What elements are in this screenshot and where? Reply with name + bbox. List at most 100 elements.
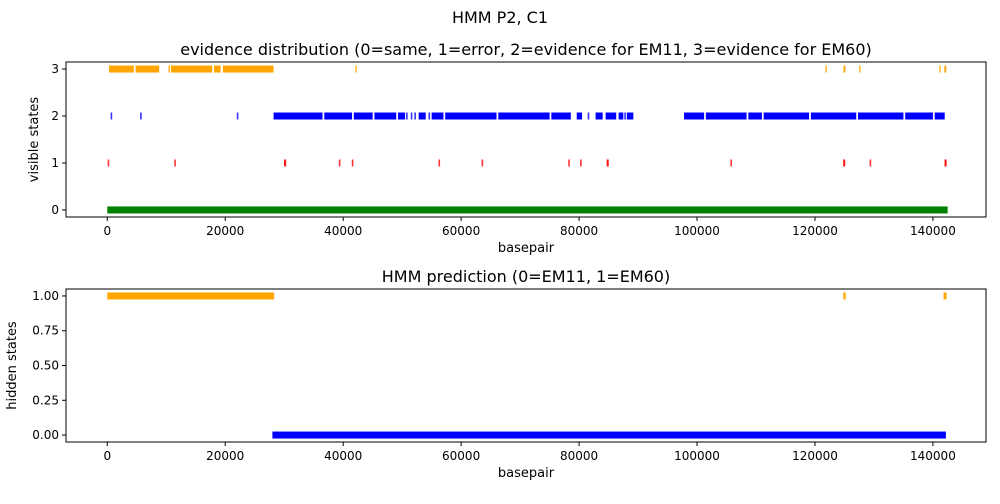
evidence-ytick-label: 0 [51, 203, 59, 217]
evidence-xtick-label: 140000 [910, 224, 956, 238]
evidence-state2-run [748, 112, 762, 120]
evidence-marks [107, 65, 948, 214]
prediction-xtick-label: 20000 [206, 449, 244, 463]
evidence-state3-point [137, 65, 139, 73]
evidence-ytick-label: 2 [51, 109, 59, 123]
evidence-state2-run [705, 112, 747, 120]
evidence-state2-run [398, 112, 406, 120]
prediction-marks [107, 292, 947, 439]
evidence-state2-run [763, 112, 810, 120]
evidence-state1-point [174, 159, 176, 167]
evidence-ylabel: visible states [27, 97, 42, 183]
evidence-state1-point [580, 159, 582, 167]
evidence-state1-point [945, 159, 947, 167]
evidence-state3-point [203, 65, 206, 73]
evidence-state3-run [109, 65, 134, 73]
prediction-state0-run [272, 431, 946, 439]
evidence-state2-point [708, 112, 710, 120]
evidence-state2-point [793, 112, 796, 120]
evidence-panel: 0 20000 40000 60000 80000 100000 120000 140000 0… [27, 40, 987, 256]
prediction-xtick-label: 140000 [910, 449, 956, 463]
evidence-xtick-label: 80000 [560, 224, 598, 238]
evidence-state1-point [338, 159, 341, 167]
evidence-state2-point [758, 112, 760, 120]
evidence-state2-run [618, 112, 624, 120]
evidence-state3-point [143, 65, 146, 73]
evidence-state2-point [110, 112, 113, 120]
evidence-state3-point [168, 65, 171, 73]
evidence-state2-point [428, 112, 431, 120]
prediction-title: HMM prediction (0=EM11, 1=EM60) [382, 267, 670, 286]
evidence-xtick-label: 100000 [674, 224, 720, 238]
evidence-state0-run [107, 206, 948, 214]
prediction-state1-run [843, 292, 846, 300]
prediction-ytick-label: 1.00 [32, 289, 59, 303]
evidence-state1-point [843, 159, 846, 167]
prediction-ylabel: hidden states [5, 321, 20, 410]
evidence-state1-point [438, 159, 441, 167]
evidence-state2-run [905, 112, 933, 120]
evidence-state2-run [273, 112, 323, 120]
evidence-state2-run [605, 112, 617, 120]
prediction-xtick-label: 120000 [792, 449, 838, 463]
evidence-state3-point [230, 65, 232, 73]
prediction-xtick-label: 60000 [442, 449, 480, 463]
evidence-xtick-label: 40000 [324, 224, 362, 238]
prediction-xtick-label: 80000 [560, 449, 598, 463]
prediction-ytick-label: 0.25 [32, 393, 59, 407]
evidence-state2-run [353, 112, 373, 120]
evidence-state2-run [934, 112, 945, 120]
evidence-state2-point [825, 112, 828, 120]
evidence-state2-run [431, 112, 444, 120]
prediction-ytick-label: 0.00 [32, 428, 59, 442]
evidence-xlabel: basepair [498, 241, 555, 256]
evidence-state2-run [498, 112, 550, 120]
evidence-state1-point [730, 159, 733, 167]
evidence-state2-point [624, 112, 626, 120]
evidence-xtick-label: 60000 [442, 224, 480, 238]
evidence-state1-point [351, 159, 354, 167]
prediction-xlabel: basepair [498, 466, 555, 481]
evidence-xtick-label: 120000 [792, 224, 838, 238]
evidence-state2-run [324, 112, 353, 120]
prediction-state1-run [107, 292, 275, 300]
prediction-xtick-label: 0 [103, 449, 111, 463]
evidence-state2-point [890, 112, 893, 120]
prediction-ticks: 0 20000 40000 60000 80000 100000 120000 140000 0… [32, 289, 956, 463]
evidence-state2-run [445, 112, 497, 120]
prediction-state1-run [943, 292, 947, 300]
evidence-state2-run [684, 112, 705, 120]
evidence-xtick-label: 20000 [206, 224, 244, 238]
evidence-state3-point [355, 65, 357, 73]
evidence-state2-point [924, 112, 927, 120]
evidence-state1-point [568, 159, 570, 167]
evidence-state2-run [595, 112, 603, 120]
evidence-state2-point [849, 112, 852, 120]
figure-title: HMM P2, C1 [452, 8, 548, 27]
evidence-state2-run [576, 112, 583, 120]
evidence-state2-point [236, 112, 239, 120]
evidence-state1-point [107, 159, 110, 167]
prediction-axes-frame [65, 288, 987, 443]
evidence-state2-point [140, 112, 142, 120]
evidence-state2-run [626, 112, 634, 120]
evidence-axes-frame [65, 61, 987, 218]
prediction-xtick-label: 100000 [674, 449, 720, 463]
evidence-state2-run [551, 112, 571, 120]
prediction-ytick-label: 0.50 [32, 359, 59, 373]
evidence-state3-run [222, 65, 274, 73]
evidence-state1-point [869, 159, 872, 167]
evidence-ticks: 0 20000 40000 60000 80000 100000 120000 140000 0… [51, 62, 955, 238]
evidence-xtick-label: 0 [103, 224, 111, 238]
evidence-state1-point [481, 159, 484, 167]
evidence-state2-point [719, 112, 722, 120]
evidence-state3-point [825, 65, 827, 73]
evidence-title: evidence distribution (0=same, 1=error, … [180, 40, 872, 59]
prediction-ytick-label: 0.75 [32, 324, 59, 338]
evidence-state2-point [406, 112, 408, 120]
prediction-panel: 0 20000 40000 60000 80000 100000 120000 140000 0… [5, 267, 987, 481]
evidence-state2-run [374, 112, 397, 120]
evidence-state2-run [810, 112, 857, 120]
